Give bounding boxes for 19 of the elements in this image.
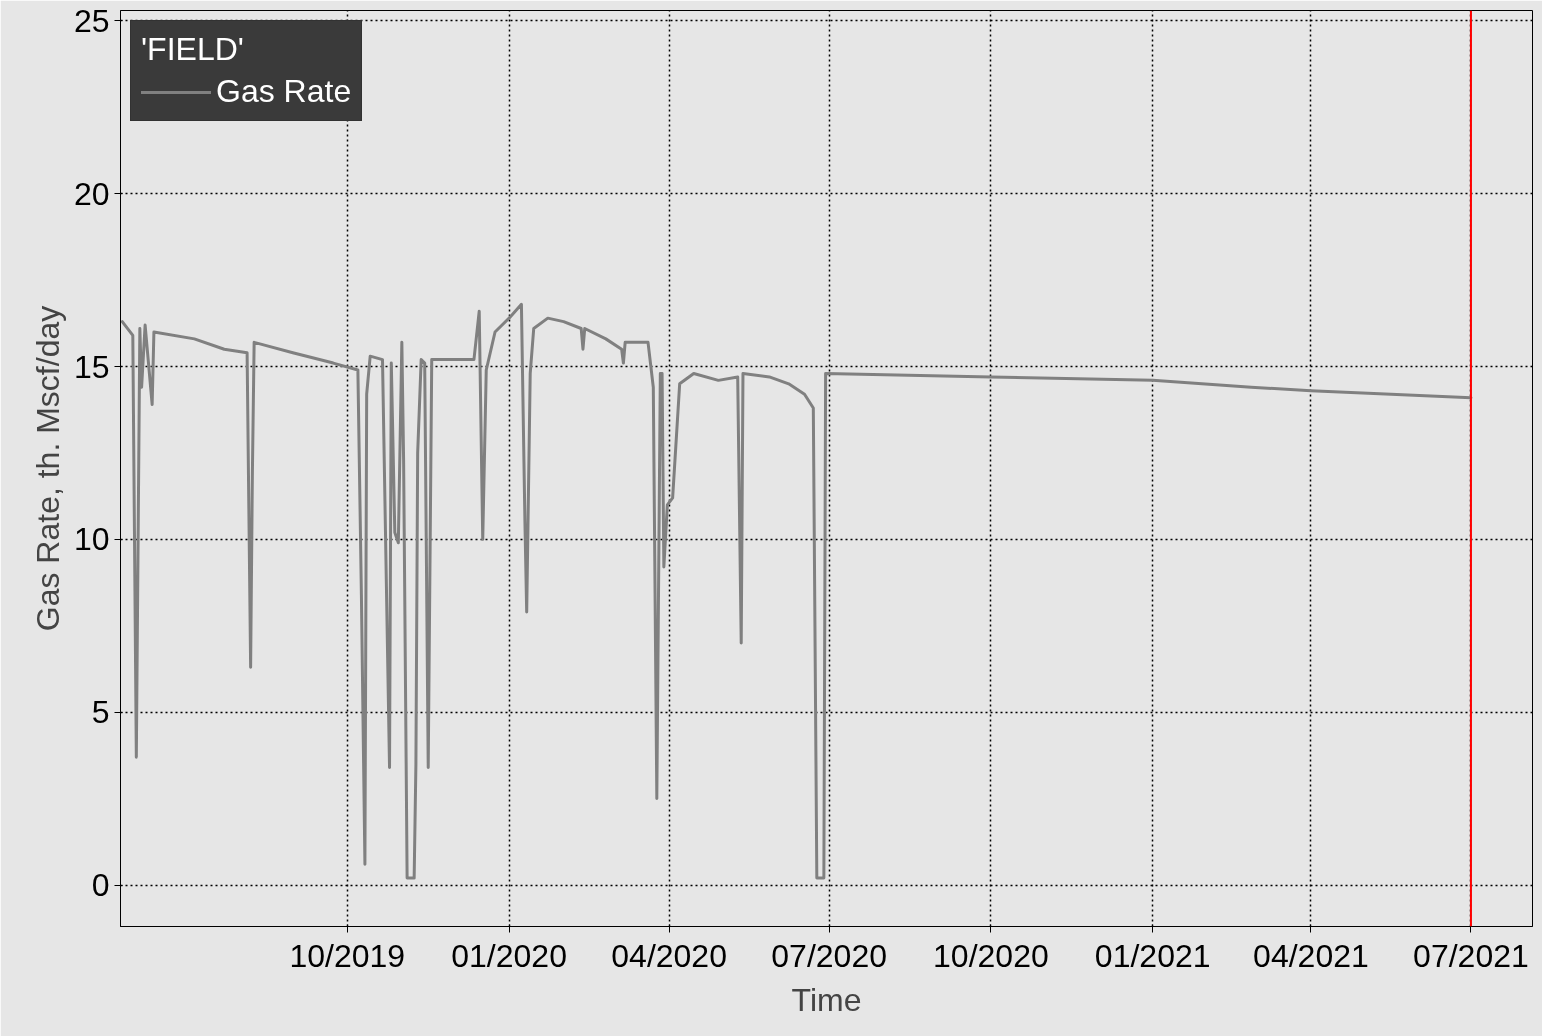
- y-tick-label: 15: [73, 348, 110, 385]
- x-tick-label: 07/2021: [1413, 937, 1529, 974]
- legend-label: Gas Rate: [216, 73, 352, 110]
- x-tick-label: 04/2020: [611, 937, 727, 974]
- y-tick-label: 20: [73, 175, 110, 212]
- y-tick-label: 0: [91, 867, 110, 904]
- line-series: [120, 302, 1473, 880]
- x-tick-label: 07/2020: [771, 937, 887, 974]
- y-axis-title: Gas Rate, th. Mscf/day: [29, 305, 66, 632]
- x-tick-label: 01/2020: [451, 937, 567, 974]
- y-tick-label: 10: [73, 521, 110, 558]
- y-tick-label: 5: [91, 694, 110, 731]
- x-tick-label: 01/2021: [1094, 937, 1211, 974]
- x-tick-label: 04/2021: [1253, 937, 1369, 974]
- y-tick-label: 25: [73, 2, 110, 39]
- x-tick-label: 10/2020: [933, 937, 1049, 974]
- x-axis-title: Time: [791, 981, 862, 1018]
- legend-title: 'FIELD': [141, 31, 245, 68]
- x-tick-label: 10/2019: [289, 937, 406, 974]
